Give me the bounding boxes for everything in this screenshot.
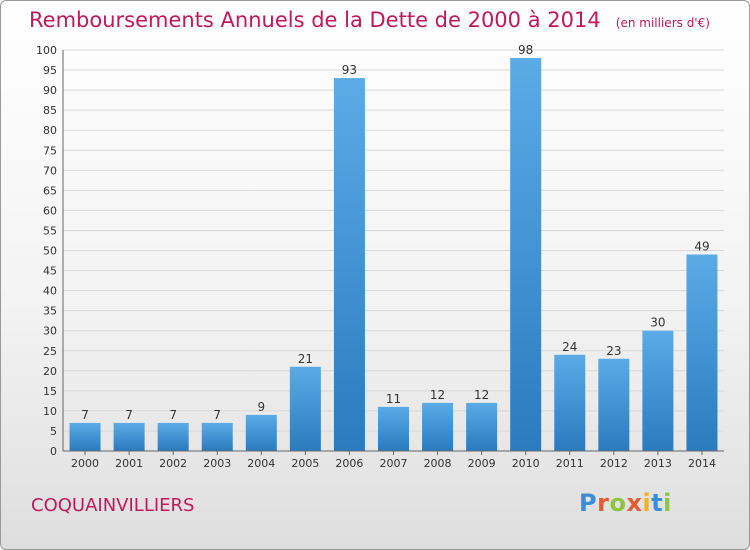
bar-value-label: 7 [125,408,133,422]
bar [598,358,630,451]
x-tick-label: 2014 [688,457,716,470]
brand-letter: i [642,489,652,517]
brand-letter: i [663,489,672,517]
bar [333,78,365,451]
y-tick-label: 60 [43,204,57,217]
y-tick-label: 55 [43,224,57,237]
brand-letter: x [626,489,643,517]
label-layer: 7 7 7 7 9 21 93 11 12 12 98 24 23 30 49 [81,43,709,422]
y-tick-label: 85 [43,104,57,117]
brand-letter: t [651,489,664,517]
bar [69,422,101,451]
x-tick-label: 2003 [203,457,231,470]
brand-letter: r [597,489,610,517]
y-tick-label: 40 [43,285,57,298]
bar [510,58,542,452]
y-tick-label: 0 [50,445,57,458]
bar [113,422,145,451]
y-tick-label: 65 [43,184,57,197]
bar-value-label: 21 [298,352,313,366]
bar-value-label: 7 [213,408,221,422]
bar-value-label: 24 [562,340,577,354]
y-tick-label: 30 [43,325,57,338]
y-tick-label: 5 [50,425,57,438]
chart-unit: (en milliers d'€) [615,16,710,30]
x-tick-label: 2011 [556,457,584,470]
bar-value-label: 98 [518,43,533,57]
x-tick-label: 2001 [115,457,143,470]
bar-value-label: 30 [650,316,665,330]
y-tick-label: 70 [43,164,57,177]
bar [157,422,189,451]
bar-value-label: 93 [342,63,357,77]
axis-layer: 0 5 10 15 20 25 30 35 40 45 50 55 60 65 70 75 80 85 90 95 10… [36,44,724,470]
y-tick-label: 10 [43,405,57,418]
bar [289,366,321,451]
bar-value-label: 7 [169,408,177,422]
bar-value-label: 12 [474,388,489,402]
bar [245,414,277,451]
brand-letter: o [609,489,627,517]
x-tick-label: 2000 [71,457,99,470]
y-tick-label: 90 [43,84,57,97]
x-tick-label: 2005 [291,457,319,470]
bar [201,422,233,451]
bar-value-label: 11 [386,392,401,406]
bar [378,406,409,451]
bar [686,254,718,451]
brand-logo[interactable]: Proxiti [579,489,672,517]
bar [466,402,498,451]
bar [422,402,454,451]
chart-title: Remboursements Annuels de la Dette de 20… [29,8,601,32]
bar [554,354,586,451]
y-tick-label: 80 [43,124,57,137]
y-tick-label: 50 [43,245,57,258]
x-tick-label: 2009 [468,457,496,470]
x-tick-label: 2007 [380,457,408,470]
x-tick-label: 2008 [424,457,452,470]
y-tick-label: 45 [43,265,57,278]
bar-value-label: 49 [694,240,709,254]
y-tick-label: 15 [43,385,57,398]
x-tick-label: 2012 [600,457,628,470]
bar [642,330,674,451]
y-tick-label: 25 [43,345,57,358]
y-tick-label: 75 [43,144,57,157]
bar-value-label: 7 [81,408,89,422]
x-tick-label: 2002 [159,457,187,470]
y-tick-label: 35 [43,305,57,318]
x-tick-label: 2013 [644,457,672,470]
y-tick-label: 100 [36,44,57,57]
y-tick-label: 20 [43,365,57,378]
x-tick-label: 2006 [335,457,363,470]
y-tick-label: 95 [43,64,57,77]
bar-value-label: 9 [257,400,265,414]
x-tick-label: 2010 [512,457,540,470]
bar-value-label: 23 [606,344,621,358]
place-name: COQUAINVILLIERS [31,495,195,516]
bar-layer [69,58,718,452]
brand-letter: P [579,489,598,517]
x-tick-label: 2004 [247,457,275,470]
title-row: Remboursements Annuels de la Dette de 20… [29,8,710,32]
bar-value-label: 12 [430,388,445,402]
